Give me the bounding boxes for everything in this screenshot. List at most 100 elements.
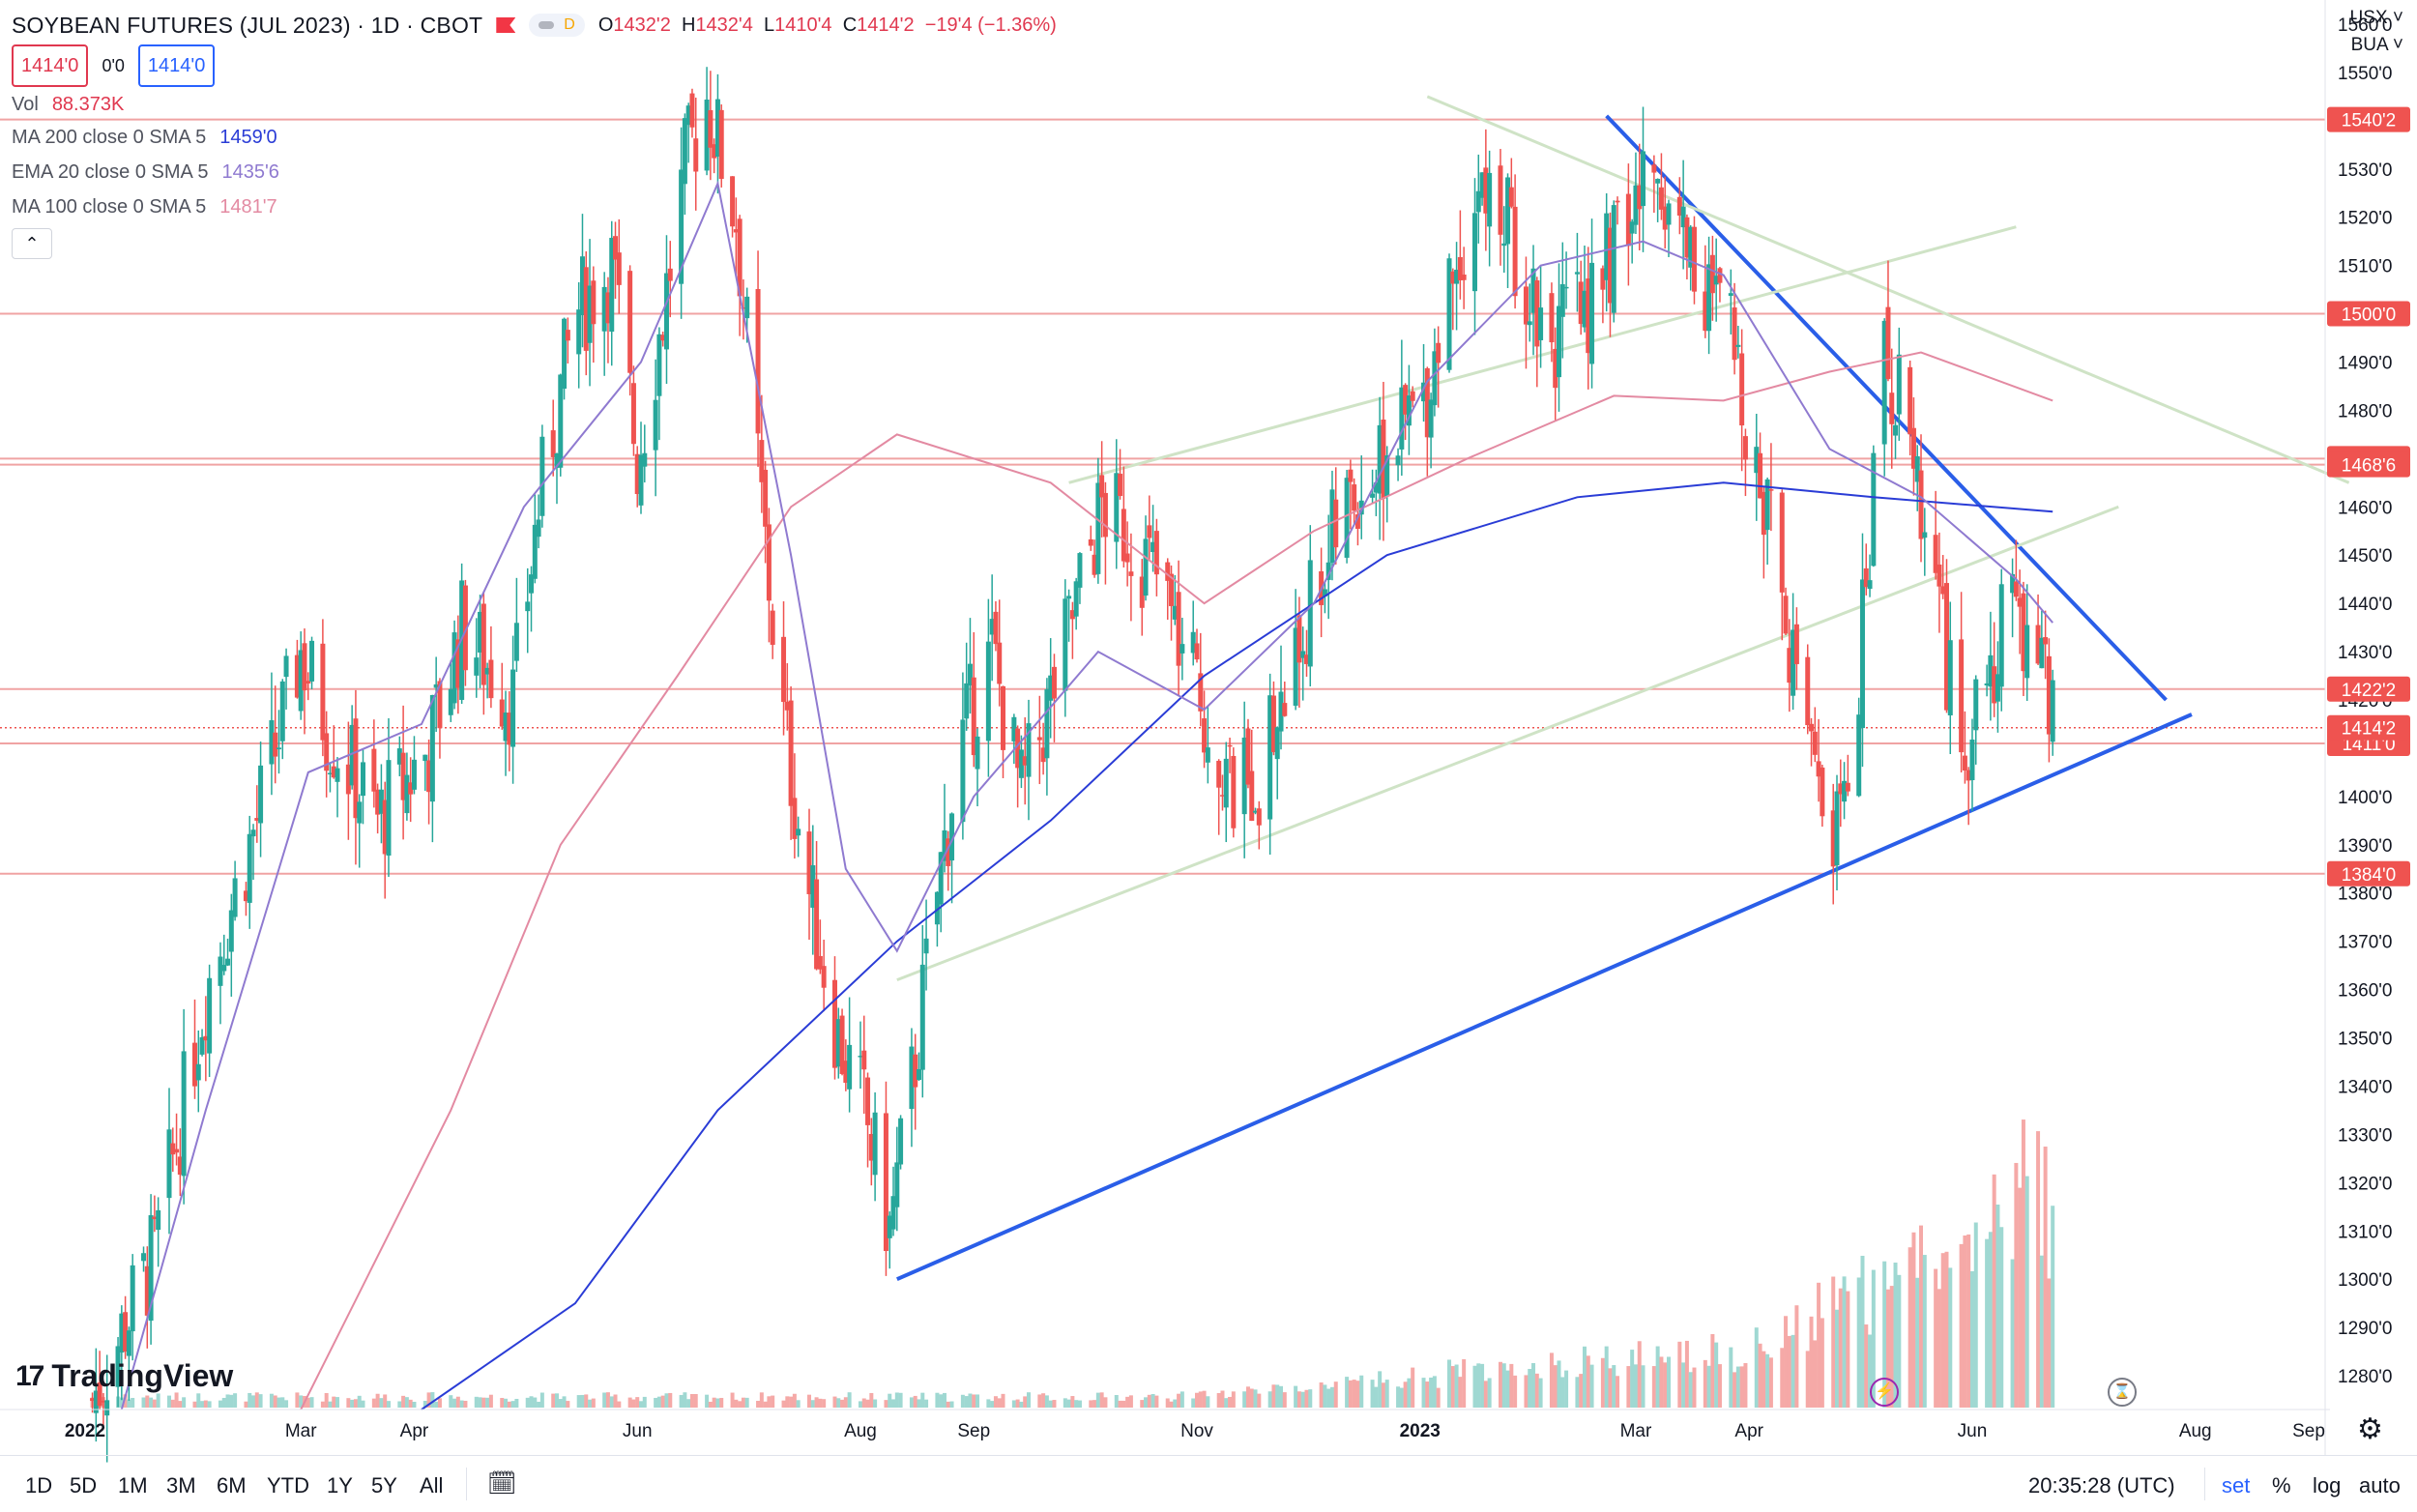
price-level-tag bbox=[2327, 106, 2410, 132]
timeframe-6m[interactable]: 6M bbox=[217, 1473, 247, 1497]
candle-body bbox=[817, 955, 823, 970]
volume-bar bbox=[715, 1398, 720, 1408]
volume-bar bbox=[734, 1399, 739, 1408]
timeframe-1d[interactable]: 1D bbox=[25, 1473, 53, 1497]
candle-body bbox=[1816, 761, 1821, 777]
clock-timezone[interactable]: 20:35:28 (UTC) bbox=[2028, 1473, 2175, 1497]
timeframe-ytd[interactable]: YTD bbox=[267, 1473, 309, 1497]
volume-bar bbox=[449, 1395, 453, 1408]
candle-body bbox=[1867, 580, 1873, 590]
candle-body bbox=[1165, 562, 1171, 581]
volume-bar bbox=[401, 1395, 406, 1408]
volume-bar bbox=[1820, 1318, 1824, 1408]
candle-body bbox=[1881, 320, 1887, 445]
time-axis[interactable]: 2022 Mar Apr Jun Aug Sep Nov 2023 Mar Apr Jun Aug Se… bbox=[65, 1421, 2325, 1441]
log-toggle[interactable]: log bbox=[2313, 1473, 2342, 1497]
volume-bar bbox=[1019, 1401, 1024, 1408]
lightning-icon[interactable]: ⚡ bbox=[1870, 1378, 1899, 1407]
timeframe-1y[interactable]: 1Y bbox=[327, 1473, 353, 1497]
candle-body bbox=[1633, 185, 1639, 225]
volume-bar bbox=[693, 1393, 698, 1408]
session-toggle[interactable]: set bbox=[2222, 1473, 2251, 1497]
volume-bar bbox=[149, 1397, 154, 1408]
candle-body bbox=[712, 144, 717, 159]
volume-bar bbox=[814, 1397, 819, 1408]
indicator-ema20[interactable]: EMA 20 close 0 SMA 5 1435'6 bbox=[12, 155, 1057, 189]
volume-bar bbox=[335, 1397, 340, 1408]
price-axis[interactable]: 1280'0 1290'0 1300'0 1310'0 1320'0 1330'0 1340… bbox=[2327, 15, 2410, 1387]
candle-body bbox=[814, 879, 820, 970]
percent-toggle[interactable]: % bbox=[2272, 1473, 2291, 1497]
volume-bar bbox=[346, 1398, 351, 1408]
indicator-ma100[interactable]: MA 100 close 0 SMA 5 1481'7 bbox=[12, 189, 1057, 224]
candle-body bbox=[1505, 177, 1511, 245]
volume-bar bbox=[584, 1394, 589, 1408]
tradingview-logo[interactable]: 17 TradingView bbox=[15, 1358, 233, 1394]
indicator-ma200[interactable]: MA 200 close 0 SMA 5 1459'0 bbox=[12, 120, 1057, 155]
candle-body bbox=[1530, 268, 1536, 313]
candle-body bbox=[704, 100, 710, 171]
candle-body bbox=[1216, 760, 1222, 788]
sell-price-button[interactable]: 1414'0 bbox=[12, 44, 89, 87]
volume-bar bbox=[141, 1397, 146, 1408]
candle-body bbox=[985, 641, 991, 741]
candle-body bbox=[1066, 596, 1072, 599]
symbol-title[interactable]: SOYBEAN FUTURES (JUL 2023) · 1D · CBOT bbox=[12, 13, 483, 38]
candle-body bbox=[1830, 810, 1836, 867]
volume-bar bbox=[1963, 1235, 1967, 1408]
market-status-pill[interactable]: D bbox=[529, 14, 585, 37]
candle-body bbox=[1296, 615, 1302, 663]
date-range-calendar-icon[interactable]: 🗓 bbox=[487, 1470, 517, 1497]
collapse-legend-button[interactable]: ⌃ bbox=[12, 228, 52, 259]
candle-body bbox=[408, 782, 414, 795]
hourglass-icon[interactable]: ⌛ bbox=[2108, 1378, 2137, 1407]
volume-bar bbox=[397, 1401, 402, 1408]
volume-bar bbox=[566, 1401, 570, 1408]
candle-body bbox=[1092, 554, 1097, 575]
candle-body bbox=[917, 1068, 921, 1081]
volume-bar bbox=[1765, 1353, 1770, 1408]
volume-bar bbox=[1355, 1381, 1360, 1408]
volume-bar bbox=[1626, 1366, 1631, 1408]
candle-body bbox=[1863, 567, 1869, 588]
volume-bar bbox=[1549, 1352, 1554, 1408]
unit-selector[interactable]: BUA ˅ bbox=[2350, 35, 2403, 55]
candle-body bbox=[2046, 655, 2052, 735]
buy-price-button[interactable]: 1414'0 bbox=[137, 44, 216, 87]
candle-body bbox=[1354, 514, 1360, 529]
candle-body bbox=[1325, 562, 1331, 580]
volume-bar bbox=[1326, 1388, 1331, 1408]
volume-bar bbox=[997, 1398, 1002, 1408]
volume-bar bbox=[1198, 1391, 1203, 1408]
price-tick-label: 1480'0 bbox=[2338, 401, 2392, 422]
volume-bar bbox=[1710, 1334, 1715, 1408]
settings-gear-icon[interactable]: ⚙ bbox=[2357, 1413, 2383, 1445]
volume-bar bbox=[152, 1399, 157, 1408]
timeframe-3m[interactable]: 3M bbox=[166, 1473, 196, 1497]
candle-body bbox=[781, 636, 787, 703]
timeframe-1m[interactable]: 1M bbox=[118, 1473, 148, 1497]
timeframe-5y[interactable]: 5Y bbox=[371, 1473, 397, 1497]
volume-bar bbox=[299, 1395, 304, 1408]
indicator-vol[interactable]: Vol 88.373K bbox=[12, 87, 1057, 122]
indicator-name: Vol bbox=[12, 94, 39, 115]
flag-icon[interactable] bbox=[496, 17, 516, 33]
price-level-tag bbox=[2327, 676, 2410, 702]
auto-scale-toggle[interactable]: auto bbox=[2359, 1473, 2401, 1497]
timeframe-all[interactable]: All bbox=[420, 1473, 444, 1497]
currency-selector[interactable]: USX ˅ bbox=[2349, 8, 2403, 28]
volume-bar bbox=[119, 1397, 124, 1408]
candle-body bbox=[1717, 268, 1723, 283]
candle-body bbox=[1637, 185, 1643, 210]
volume-bar bbox=[949, 1401, 954, 1408]
volume-bar bbox=[1934, 1268, 1938, 1408]
timeframe-5d[interactable]: 5D bbox=[70, 1473, 98, 1497]
volume-bar bbox=[1692, 1367, 1697, 1408]
candle-body bbox=[1969, 740, 1975, 780]
volume-bar bbox=[2051, 1206, 2055, 1408]
volume-bar bbox=[558, 1399, 563, 1408]
volume-bar bbox=[562, 1396, 567, 1408]
candle-body bbox=[1988, 654, 1994, 687]
time-tick-label: Apr bbox=[400, 1421, 429, 1441]
